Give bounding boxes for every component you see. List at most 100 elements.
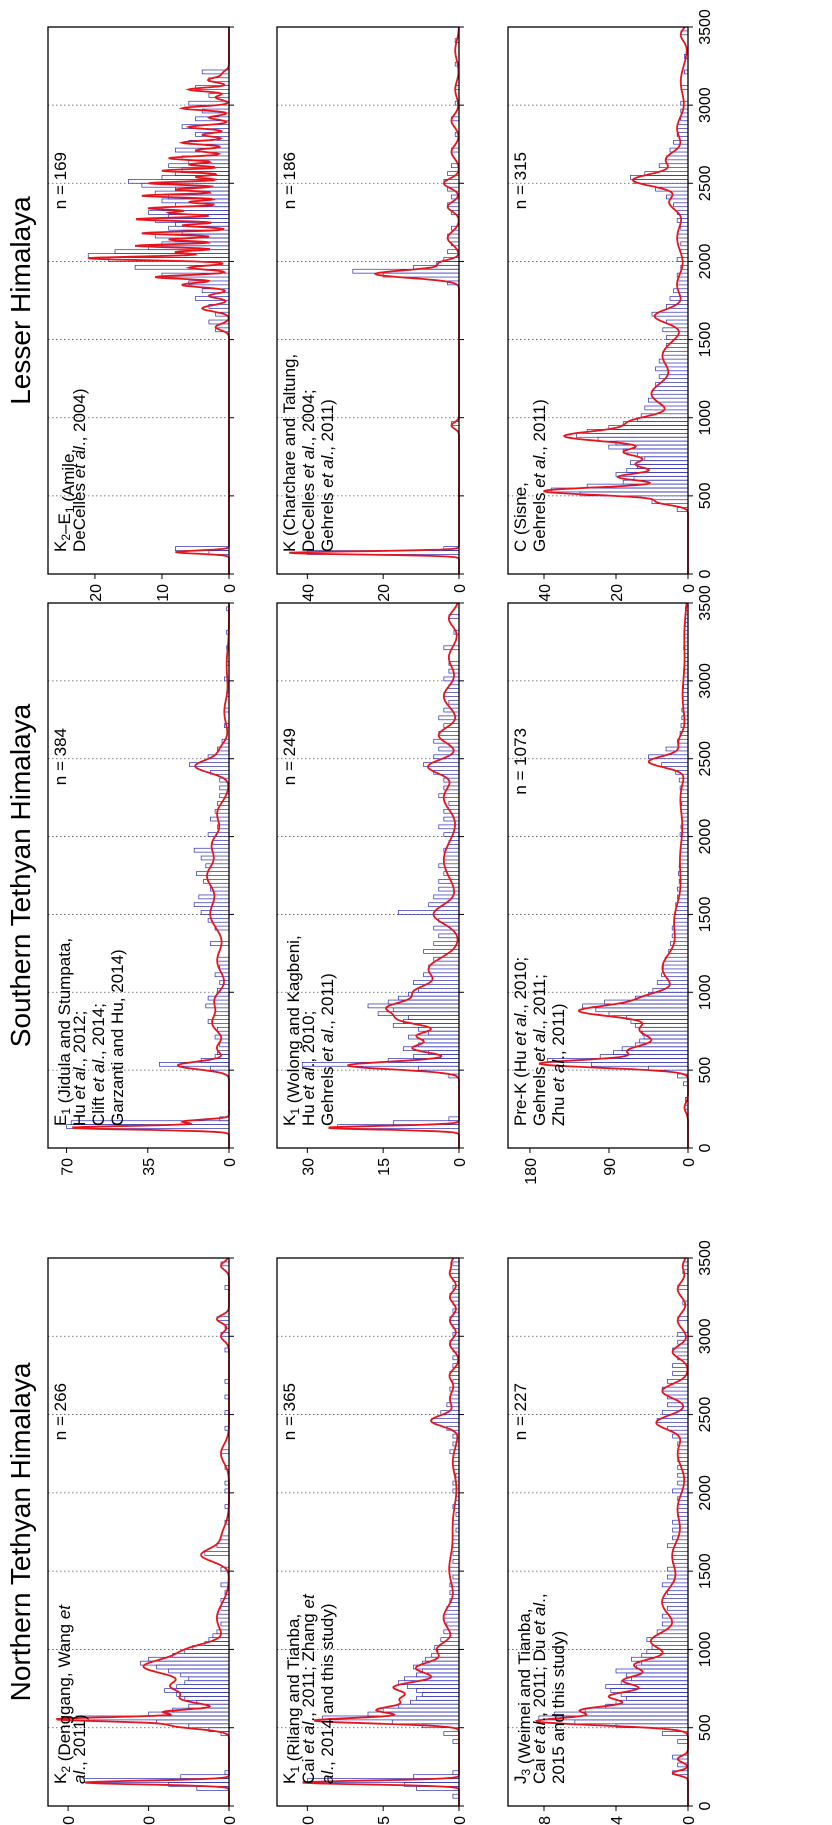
sample-count: n = 384 (51, 728, 70, 785)
histogram-bar (622, 421, 689, 426)
histogram-bar (437, 1649, 460, 1654)
panel-label-line: J3 (Weimei and Tianba, (511, 1608, 534, 1784)
histogram-bar (184, 1696, 230, 1701)
histogram-bar (418, 1065, 460, 1071)
histogram-bar (661, 762, 689, 767)
histogram-bar (634, 1023, 689, 1028)
histogram-bar (446, 1621, 460, 1627)
histogram-bar (207, 832, 230, 837)
histogram-bar (367, 1003, 460, 1009)
histogram-bar (608, 1011, 689, 1016)
histogram-bar (661, 1582, 689, 1588)
histogram-bar (168, 1668, 230, 1674)
y-tick-label: 70 (60, 1158, 77, 1176)
y-tick-label: 0 (681, 1816, 698, 1825)
histogram-bar (448, 801, 460, 806)
histogram-bar (677, 886, 689, 892)
histogram-bar (680, 241, 689, 247)
histogram-bar (675, 910, 689, 915)
histogram-bar (680, 249, 689, 254)
histogram-bar (172, 1652, 230, 1658)
sample-count: n = 186 (280, 152, 299, 209)
x-tick-label: 3500 (697, 9, 714, 45)
histogram-bar (423, 972, 460, 978)
panel-label-line: Cai et al., 2011; Du et al., (530, 1593, 549, 1784)
histogram-bar (216, 1543, 230, 1549)
y-tick-label: 0 (222, 584, 239, 593)
histogram-bar (196, 871, 230, 876)
histogram-bar (658, 163, 689, 169)
x-tick-label: 1000 (697, 1632, 714, 1668)
histogram-bar (156, 1664, 230, 1670)
y-tick-label: 20 (609, 584, 626, 602)
histogram-bar (661, 1598, 689, 1603)
y-tick-label: 10 (155, 584, 172, 602)
panel-label: K1 (Wolong and Kagbeni,Hu et al., 2010;G… (280, 935, 337, 1126)
histogram-bar (423, 949, 460, 954)
histogram-bar (156, 1719, 230, 1725)
panel-label-line: C (Sisne, (511, 482, 530, 552)
histogram-bar (613, 1050, 689, 1055)
histogram-bar (431, 1652, 460, 1658)
histogram-bar (595, 1007, 689, 1013)
plot-frame (507, 1257, 689, 1807)
y-tick-label: 0 (452, 1816, 469, 1825)
y-tick-label: 0 (222, 1816, 239, 1825)
histogram-bar (216, 1629, 230, 1635)
histogram-bar (676, 124, 689, 129)
histogram-bar (656, 980, 689, 985)
x-tick-label: 3500 (697, 585, 714, 621)
histogram-bar (680, 847, 689, 853)
histogram-bar (644, 456, 689, 462)
panel-label: K1 (Rilang and Tianba,Cai et al., 2011; … (280, 1593, 337, 1784)
y-tick-label: 0 (681, 1158, 698, 1167)
histogram-bar (212, 840, 230, 845)
histogram-bar (180, 1672, 230, 1678)
histogram-bar (438, 879, 460, 884)
histogram-bar (676, 280, 689, 286)
plot-frame (507, 26, 689, 575)
histogram-bar (192, 1645, 230, 1650)
histogram-bar (418, 1042, 460, 1048)
y-tick-label: 35 (141, 1158, 158, 1176)
histogram-bar (452, 1770, 460, 1776)
histogram-bar (210, 1065, 230, 1071)
histogram-bar (672, 1488, 689, 1494)
panel-label-line: Garzanti and Hu, 2014) (108, 949, 127, 1126)
histogram-bar (114, 249, 230, 254)
histogram-panel: 0 20 40 K (Charchare and Taltung, DeCelles e… (276, 26, 469, 602)
histogram-bar (636, 1664, 689, 1670)
histogram-bar (677, 1480, 689, 1486)
histogram-panel: 0 90 180 0 500 1000 1500 2000 2500 3000 3500 Pre-K … (507, 585, 714, 1185)
histogram-bar (677, 1465, 689, 1470)
histogram-bar (418, 988, 460, 993)
histogram-bar (626, 468, 689, 473)
histogram-bar (633, 475, 689, 481)
histogram-bar (626, 1015, 689, 1020)
histogram-bar (448, 1116, 460, 1122)
histogram-bar (576, 432, 689, 438)
panel-label: K (Charchare and Taltung, DeCelles et al.… (280, 354, 337, 552)
density-curve (543, 26, 689, 574)
region-title: Lesser Himalaya (5, 196, 36, 405)
panel-label-line: DeCelles et al., 2004; (299, 389, 318, 552)
panel-label-line: Hu et al., 2012; (70, 1011, 89, 1126)
histogram-bar (176, 1692, 230, 1697)
y-tick-label: 25 (376, 1816, 393, 1825)
histogram-bar (658, 374, 689, 379)
histogram-bar (676, 218, 689, 223)
region-group: Northern Tethyan Himalaya 0 20 40 K2 (Dengga… (5, 1240, 714, 1825)
histogram-bar (452, 1535, 460, 1541)
panel-label-line: Hu et al., 2010; (299, 1011, 318, 1126)
histogram-bar (438, 824, 460, 830)
plot-frame (276, 1257, 460, 1807)
panel-label-line: Zhu et al., 2011) (549, 1003, 568, 1126)
histogram-panel: 0 35 70 E1 (Jidula and Stumpata,Hu et al., … (47, 602, 239, 1176)
y-tick-label: 15 (376, 1158, 393, 1176)
histogram-bar (669, 296, 689, 301)
histogram-bar (188, 1676, 230, 1682)
histogram-bar (397, 910, 460, 915)
histogram-bar (449, 1590, 460, 1595)
histogram-bar (661, 1613, 689, 1619)
histogram-bar (220, 1535, 230, 1541)
